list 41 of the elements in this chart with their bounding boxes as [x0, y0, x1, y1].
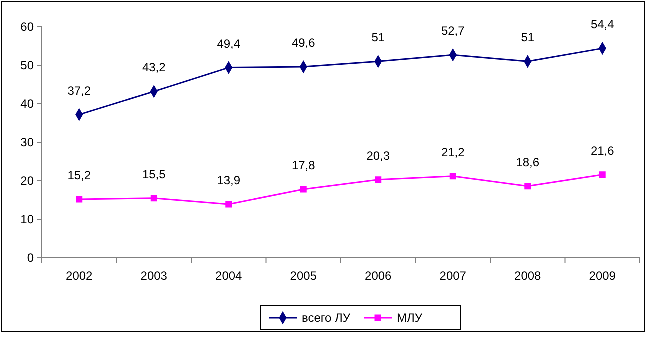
point [524, 183, 532, 190]
x-tick-label: 2003 [140, 269, 168, 283]
point [150, 195, 158, 202]
point [300, 186, 307, 193]
y-tick-label: 10 [20, 212, 34, 226]
point [450, 173, 456, 180]
data-label: 51 [372, 30, 386, 45]
y-tick-label: 30 [20, 136, 34, 150]
y-tick-label: 20 [20, 174, 34, 188]
data-label: 52,7 [441, 24, 466, 38]
x-tick-label: 2005 [290, 269, 318, 283]
y-tick-label: 40 [20, 97, 34, 111]
data-label: 18,6 [516, 155, 540, 170]
point [76, 196, 83, 203]
point [375, 176, 382, 184]
data-label: 43,2 [142, 60, 166, 75]
y-tick-label: 0 [27, 251, 34, 265]
data-label: 37,2 [68, 84, 92, 98]
y-tick-label: 50 [20, 58, 34, 72]
data-label: 54,4 [590, 18, 615, 32]
legend-label: всего ЛУ [302, 311, 351, 325]
y-tick-label: 60 [20, 20, 34, 34]
x-tick-label: 2006 [365, 269, 392, 283]
data-label: 15,5 [142, 167, 166, 182]
data-label: 51 [521, 30, 535, 45]
data-label: 17,8 [292, 158, 316, 172]
x-tick-label: 2008 [514, 269, 542, 283]
data-label: 21,6 [590, 144, 615, 158]
data-label: 15,2 [68, 168, 92, 182]
x-tick-label: 2007 [440, 269, 467, 283]
point [226, 201, 232, 208]
data-label: 20,3 [366, 148, 390, 163]
data-label: 13,9 [217, 173, 241, 188]
legend-label: МЛУ [397, 311, 423, 325]
data-label: 21,2 [441, 145, 466, 160]
x-tick-label: 2004 [216, 269, 243, 283]
data-label: 49,4 [217, 36, 241, 51]
x-tick-label: 2009 [589, 269, 616, 283]
x-tick-label: 2002 [66, 269, 94, 283]
data-label: 49,6 [292, 36, 316, 50]
point [599, 172, 606, 178]
